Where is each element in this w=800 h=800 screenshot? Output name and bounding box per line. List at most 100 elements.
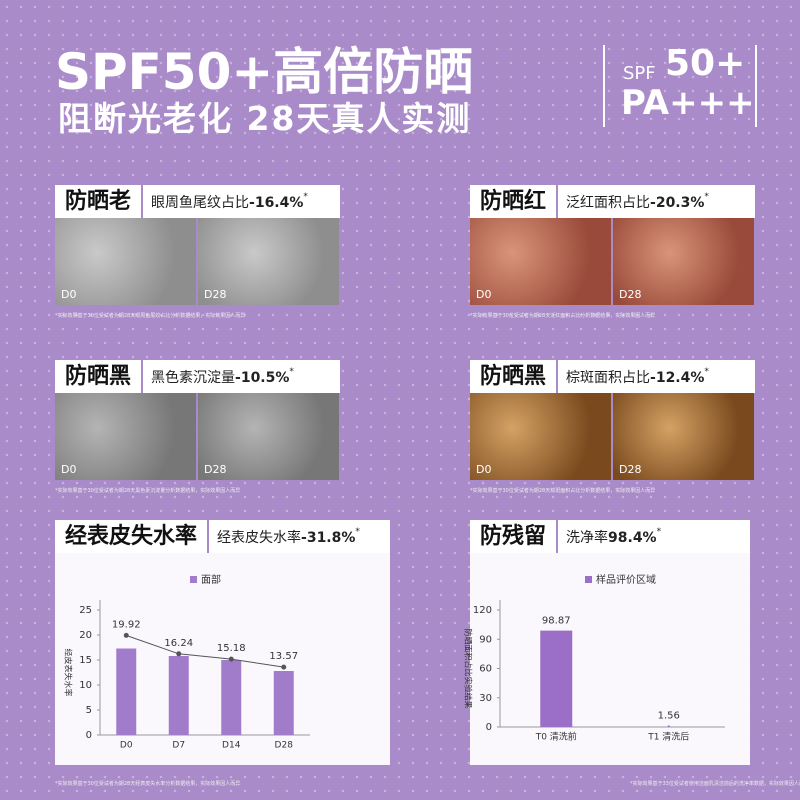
photo-caption: D28 [619,288,642,301]
footnote: *实际效果基于30位受试者为期28天眼周鱼尾纹占比分析数据结果，实际效果因人而异 [55,313,246,319]
value-label: 1.56 [658,710,680,721]
bar [116,648,137,735]
metric-mark: * [303,191,308,202]
panel-metric: 眼周鱼尾纹占比-16.4%* [143,192,308,212]
photo-pair: D0 D28 [55,218,340,305]
panel-header: 防晒红 泛红面积占比-20.3%* [470,185,755,218]
panel-label: 经表皮失水率 [55,520,210,553]
photo-caption: D28 [619,463,642,476]
x-tick-label: D7 [172,741,185,751]
panel-label: 防晒黑 [470,360,559,393]
panel-header: 防晒黑 黑色素沉淀量-10.5%* [55,360,340,393]
bar [540,630,573,727]
point [281,664,287,670]
metric-text: 经表皮失水率 [217,529,302,546]
panel-header: 防晒黑 棕斑面积占比-12.4%* [470,360,755,393]
legend-swatch [585,576,592,583]
value-label: 98.87 [542,616,571,627]
value-label: 15.18 [217,643,246,654]
panel-header: 防晒老 眼周鱼尾纹占比-16.4%* [55,185,340,218]
metric-mark: * [704,191,709,202]
bar [667,725,670,727]
x-tick-label: D0 [120,741,133,751]
panel-header: 防残留 洗净率98.4%* [470,520,750,553]
panel-label: 防残留 [470,520,559,553]
photo: D28 [198,393,339,480]
metric-text: 棕斑面积占比 [566,369,651,386]
metric-value: -20.3% [650,194,705,211]
y-tick-label: 30 [479,693,492,704]
x-tick-label: T0 清洗前 [535,731,577,743]
bar [168,656,189,735]
panel-metric: 黑色素沉淀量-10.5%* [143,367,294,387]
bar [273,671,294,735]
photo-pair: D0 D28 [470,218,755,305]
y-tick-label: 25 [79,605,92,616]
footnote: *实际效果基于30位受试者为期28天棕斑面积占比分析数据结果，实际效果因人而异 [470,488,656,494]
metric-text: 黑色素沉淀量 [151,369,236,386]
metric-text: 眼周鱼尾纹占比 [151,194,250,211]
value-label: 13.57 [269,651,298,662]
line [126,634,284,668]
photo-caption: D0 [61,288,77,301]
x-tick-label: D14 [222,741,241,751]
metric-value: 98.4% [608,529,657,546]
metric-mark: * [656,526,662,537]
panel-label: 防晒黑 [55,360,144,393]
metric-value: -16.4% [249,194,304,211]
point [123,632,129,638]
y-tick-label: 120 [473,605,492,616]
photo: D0 [470,218,611,305]
point [228,656,234,662]
point [176,651,182,657]
y-axis-label: 防晒面积占比实验结果 [464,629,474,709]
panel-header: 经表皮失水率 经表皮失水率-31.8%* [55,520,390,553]
metric-value: -10.5% [235,369,290,386]
photo: D0 [470,393,611,480]
badge-spf: SPF [623,63,656,84]
legend-label: 面部 [201,573,221,586]
badge-number: 50+ [665,43,746,84]
metric-mark: * [289,366,294,377]
x-tick-label: D28 [275,741,294,751]
panel-metric: 洗净率98.4%* [558,527,661,547]
y-tick-label: 15 [79,655,92,666]
badge: SPF 50+ PA+++ [603,43,757,127]
subtitle: 阻断光老化 28天真人实测 [58,99,472,138]
panel-metric: 经表皮失水率-31.8%* [209,527,360,547]
value-label: 16.24 [164,638,193,649]
y-tick-label: 0 [486,722,492,733]
metric-value: -31.8% [301,529,356,546]
badge-pa: PA+++ [621,83,755,123]
photo-caption: D28 [204,463,227,476]
metric-text: 泛红面积占比 [566,194,651,211]
legend-label: 样品评价区域 [596,573,656,586]
photo-caption: D0 [61,463,77,476]
photo-pair: D0 D28 [470,393,755,480]
metric-value: -12.4% [650,369,705,386]
photo: D28 [613,218,754,305]
photo-caption: D0 [476,463,492,476]
metric-mark: * [704,366,709,377]
footnote: *实际效果基于30位受试者为期28天泛红面积占比分析数据结果，实际效果因人而异 [470,313,656,319]
panel-metric: 棕斑面积占比-12.4%* [558,367,709,387]
y-axis-label: 经皮表失水率 [64,649,74,697]
photo: D28 [613,393,754,480]
title: SPF50+高倍防晒 [55,43,474,101]
photo: D28 [198,218,339,305]
photo: D0 [55,218,196,305]
footnote: *实际效果基于30位受试者为期28天经表皮失水率分析数据结果，实际效果因人而异 [55,781,241,787]
chart-panel [470,553,750,765]
footnote: *实际效果基于30位受试者为期28天黑色素沉淀量分析数据结果，实际效果因人而异 [55,488,241,494]
legend-swatch [190,576,197,583]
y-tick-label: 90 [479,634,492,645]
x-tick-label: T1 清洗后 [647,731,689,743]
metric-text: 洗净率 [566,529,609,546]
value-label: 19.92 [112,619,141,630]
photo: D0 [55,393,196,480]
photo-caption: D28 [204,288,227,301]
y-tick-label: 5 [86,705,92,716]
y-tick-label: 60 [479,664,492,675]
